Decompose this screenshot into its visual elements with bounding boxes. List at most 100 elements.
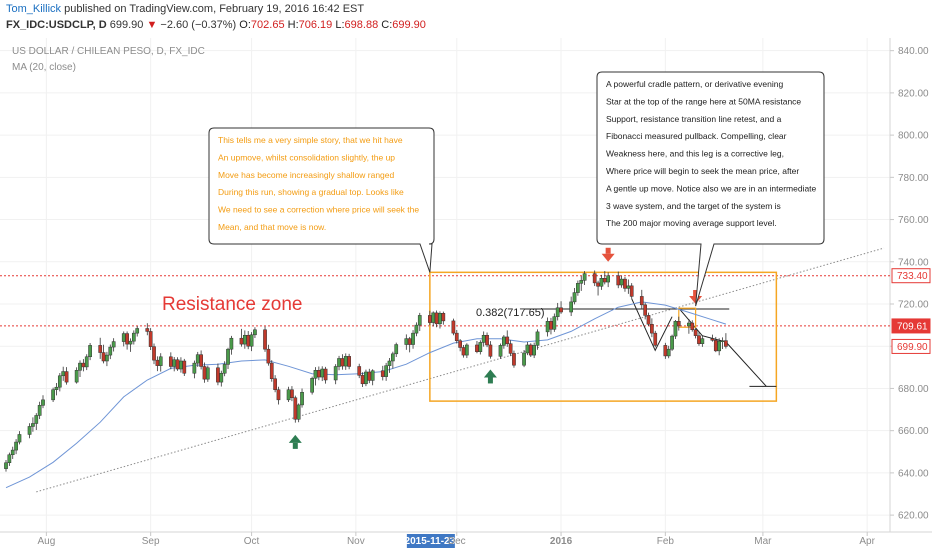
candle-body [380,370,385,377]
note-right-line: Weakness here, and this leg is a correct… [606,149,784,159]
candle-body [34,415,39,424]
candle-body [74,370,79,383]
candle-body [57,375,62,388]
candle-body [10,449,15,455]
high-value: 706.19 [298,19,333,31]
candle-body [428,315,432,323]
fib-label: 0.382(717.65) [476,307,545,319]
candle-body [626,285,631,289]
x-tick-label: Oct [244,536,260,547]
candle-body [629,285,634,297]
candle-body [128,340,133,345]
candle-body [27,426,32,435]
note-right-line: Fibonacci measured pullback. Compelling,… [606,131,787,141]
candle-body [700,338,705,344]
candle-body [407,338,412,345]
candle-body [502,336,506,346]
y-tick-label: 620.00 [898,511,929,522]
candle-body [111,341,116,348]
candle-body [182,360,187,374]
candle-body [572,292,577,303]
candle-body [619,278,624,286]
candle-body [522,352,526,366]
markers [288,247,703,449]
candle-body [216,367,220,383]
candle-body [697,335,701,344]
candle-body [458,340,462,348]
candle-body [249,334,254,347]
y-tick-label: 840.00 [898,46,929,57]
author-link[interactable]: Tom_Killick [6,3,62,15]
candle-body [17,434,22,443]
candle-body [596,282,600,287]
candle-body [391,353,395,362]
candle-body [148,331,153,347]
x-tick-label: 2016 [550,536,573,547]
y-axis: 840.00 820.00 800.00 780.00 760.00 740.00 720.… [890,46,931,522]
close-label: C: [381,19,393,31]
candle-body [676,321,681,327]
candle-body [481,334,486,343]
candle-body [155,359,160,366]
grid [0,38,890,532]
note-left-box [208,127,435,273]
price-label: 733.40 [897,271,928,282]
resistance-levels [0,275,890,327]
symbol-label: FX_IDC:USDCLP, D [6,19,107,31]
candle-body [639,296,644,306]
candle-body [670,335,674,350]
candle-body [84,356,89,368]
arrow-down-icon [689,296,703,304]
note-left-line: During this run, showing a gradual top. … [218,187,404,197]
candle-body [559,307,563,313]
candle-body [54,386,59,390]
candle-body [367,371,372,381]
candle-body [246,334,251,347]
note-left-line: We need to see a correction where price … [218,205,419,215]
candle-body [498,345,503,357]
note-right-line: Star at the top of the range here at 50M… [606,96,801,106]
candle-body [599,277,604,287]
candle-body [693,329,698,336]
candle-body [606,275,611,283]
candle-body [101,352,106,362]
candle-body [616,275,621,286]
candle-body [387,360,392,366]
legend-title: US DOLLAR / CHILEAN PESO, D, FX_IDC [12,46,205,57]
candle-body [253,329,257,336]
candle-body [125,333,129,345]
x-tick-label: Dec [448,536,466,547]
note-left-line: Mean, and that move is now. [218,222,326,232]
candle-body [229,337,234,350]
y-tick-label: 680.00 [898,384,929,395]
symbol-line: FX_IDC:USDCLP, D 699.90 ▼ −2.60 (−0.37%)… [6,19,426,31]
arrow-up-icon [288,434,302,443]
x-tick-label: Sep [142,536,160,547]
x-tick-highlight [406,534,455,548]
candle-body [579,280,584,284]
candle-body [51,389,55,401]
candle-body [4,462,8,469]
candle-body [222,364,227,374]
price-label-box [891,318,931,334]
price-chart[interactable]: US DOLLAR / CHILEAN PESO, D, FX_IDC MA (… [0,38,932,550]
candle-body [720,340,725,342]
candle-body [37,405,42,416]
candle-body [528,344,533,356]
candle-body [145,328,150,332]
candle-body [313,370,318,379]
candle-body [512,353,516,366]
candle-body [105,354,109,362]
open-label: O: [239,19,251,31]
candle-body [592,273,597,284]
last-price: 699.90 [109,19,144,31]
candle-body [717,340,722,352]
candle-body [411,332,415,345]
candle-body [663,345,668,357]
candle-body [643,304,648,316]
candle-body [454,332,459,341]
candle-body [175,359,180,370]
candle-body [623,278,627,289]
down-arrow-icon: ▼ [146,19,158,31]
candle-body [569,301,573,313]
